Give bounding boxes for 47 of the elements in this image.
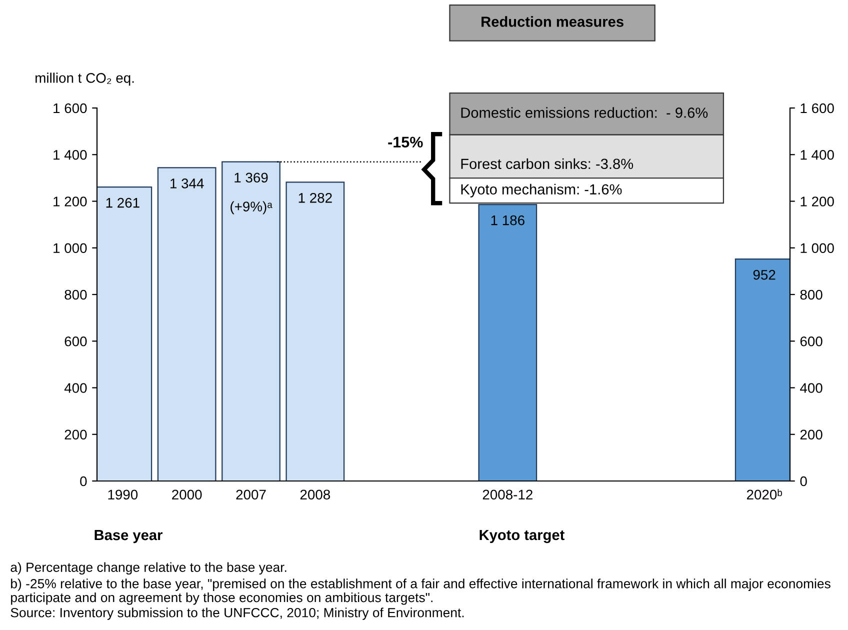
y2-tick-label: 1 200 [800,196,834,206]
annotation: -15% [388,136,423,148]
data-label: 1 369 [234,172,268,183]
data-label: 1 344 [170,178,204,188]
y2-tick-label: 1 000 [800,243,834,254]
y2-tick-label: 600 [800,336,822,346]
y2-tick-label: 1 600 [800,103,834,114]
x-tick-label: 1990 [108,490,138,500]
y2-tick-label: 200 [800,430,822,440]
data-label: 952 [753,270,776,280]
data-label: 1 186 [491,215,524,226]
y-tick-label: 400 [64,383,87,393]
y-tick-label: 1 400 [54,150,87,160]
y-tick-label: 1 600 [54,103,87,114]
y-tick-label: 800 [64,290,87,300]
text: Base year [94,530,162,544]
y2-tick-label: 800 [800,290,822,300]
annotation: Domestic emissions reduction: - 9.6% [461,107,708,118]
y2-tick-label: 0 [800,476,807,486]
text: Reduction measures [482,16,624,27]
x-tick-label: 2020ᵇ [746,488,782,500]
y-tick-label: 0 [80,476,87,486]
bar [286,182,345,481]
x-tick-label: 2008-12 [482,490,532,500]
annotation: (+9%)ᵃ [230,201,272,214]
annotation: Forest carbon sinks: -3.8% [461,158,634,170]
y-tick-label: 600 [64,336,87,346]
source-note: Source: Inventory submission to the UNFCCC, 2010; Ministry of Environment. [10,608,464,620]
x-tick-label: 2008 [300,490,330,500]
annotation: Kyoto mechanism: -1.6% [461,184,622,198]
bar [157,167,216,481]
text: a) Percentage change relative to the base year. [10,562,286,575]
y2-tick-label: 1 400 [800,150,834,160]
data-label: 1 282 [298,192,332,203]
text: Kyoto target [480,530,564,544]
bar [222,161,280,481]
x-tick-label: 2007 [236,490,266,500]
text: b) -25% relative to the base year, "premised on the establishment of a fair and effective international framework in which all major economies [11,578,830,591]
y-axis-title: million t CO₂ eq. [36,72,134,86]
text: participate and on agreement by those economies on ambitious targets". [11,592,432,605]
x-tick-label: 2000 [172,490,202,500]
y-tick-label: 1 000 [54,243,87,254]
y-tick-label: 200 [64,430,87,440]
bar [478,204,538,481]
data-label: 1 261 [106,198,140,208]
y-tick-label: 1 200 [54,196,87,206]
y2-tick-label: 400 [800,383,822,393]
